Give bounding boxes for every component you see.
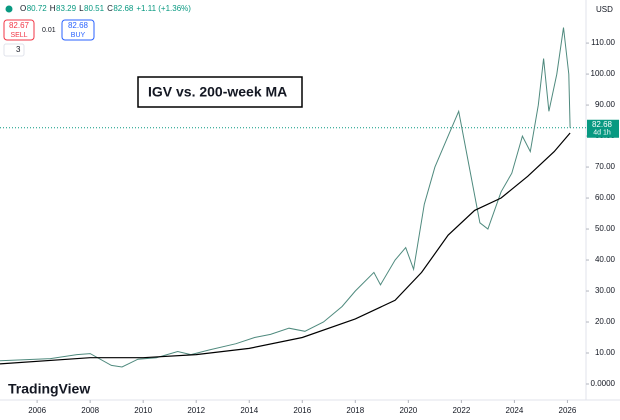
x-tick-label: 2022 bbox=[452, 406, 470, 415]
status-dot bbox=[5, 5, 13, 13]
countdown: 4d 1h bbox=[593, 130, 611, 137]
buy-label: BUY bbox=[71, 32, 86, 39]
brand: TradingView bbox=[8, 381, 90, 397]
ohlc-key: L bbox=[79, 4, 84, 13]
x-tick-label: 2010 bbox=[134, 406, 152, 415]
ohlc-key: O bbox=[20, 4, 26, 13]
last-price-badge bbox=[587, 119, 619, 138]
spread: 0.01 bbox=[42, 27, 56, 34]
x-tick-label: 2008 bbox=[81, 406, 99, 415]
y-tick-label: 60.00 bbox=[595, 193, 616, 202]
indicator-count: 3 bbox=[16, 45, 21, 54]
currency: USD bbox=[596, 5, 613, 14]
indicator-toggle[interactable] bbox=[3, 43, 25, 57]
y-tick-label: 30.00 bbox=[595, 286, 616, 295]
y-tick-label: 0.0000 bbox=[591, 379, 616, 388]
x-tick-label: 2006 bbox=[28, 406, 46, 415]
y-tick-label: 90.00 bbox=[595, 100, 616, 109]
y-tick-label: 20.00 bbox=[595, 317, 616, 326]
y-tick-label: 110.00 bbox=[591, 38, 615, 47]
sell-price: 82.67 bbox=[9, 21, 30, 30]
y-tick-label: 100.00 bbox=[591, 69, 616, 78]
y-tick-label: 50.00 bbox=[595, 224, 616, 233]
ohlc-key: C bbox=[107, 4, 113, 13]
y-tick-label: 40.00 bbox=[595, 255, 616, 264]
x-tick-label: 2016 bbox=[293, 406, 311, 415]
ohlc-value: 82.68 bbox=[113, 4, 134, 13]
x-tick-label: 2026 bbox=[559, 406, 577, 415]
y-tick-label: 10.00 bbox=[595, 348, 616, 357]
x-tick-label: 2014 bbox=[240, 406, 258, 415]
ohlc-value: 83.29 bbox=[56, 4, 77, 13]
buy-button[interactable] bbox=[61, 19, 95, 41]
annotation: IGV vs. 200-week MA bbox=[148, 84, 287, 100]
x-tick-label: 2018 bbox=[346, 406, 364, 415]
change: +1.11 (+1.36%) bbox=[136, 4, 191, 13]
ohlc-value: 80.51 bbox=[84, 4, 105, 13]
x-tick-label: 2024 bbox=[506, 406, 524, 415]
sell-button[interactable] bbox=[3, 19, 35, 41]
last-price-label: 82.68 bbox=[592, 120, 613, 129]
x-tick-label: 2012 bbox=[187, 406, 205, 415]
series-line bbox=[0, 132, 571, 365]
sell-label: SELL bbox=[10, 32, 27, 39]
ohlc-key: H bbox=[50, 4, 56, 13]
buy-price: 82.68 bbox=[68, 21, 89, 30]
x-tick-label: 2020 bbox=[399, 406, 417, 415]
y-tick-label: 70.00 bbox=[595, 162, 616, 171]
ohlc-value: 80.72 bbox=[27, 4, 48, 13]
series-line bbox=[0, 27, 571, 368]
annotation-box bbox=[137, 76, 303, 108]
